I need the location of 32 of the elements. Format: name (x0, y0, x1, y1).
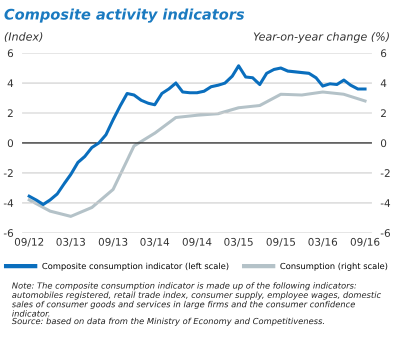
x-tick-label: 03/14 (140, 238, 170, 247)
y-tick-label: 2 (8, 109, 13, 117)
y-tick-label: 6 (8, 49, 14, 58)
legend-label: Consumption (right scale) (280, 262, 388, 271)
x-tick-label: 09/16 (350, 238, 380, 247)
y2-axis-title: Year-on-year change (%) (254, 32, 389, 43)
y-axis-title: (Index) (4, 32, 42, 42)
y-tick-label: -2 (4, 169, 13, 177)
y2-tick-label: 2 (381, 109, 386, 117)
x-tick-label: 03/16 (308, 238, 338, 247)
x-tick-label: 09/15 (266, 238, 296, 247)
y-tick-label: -6 (4, 229, 14, 237)
y2-tick-label: 0 (380, 139, 386, 148)
y2-tick-label: 6 (380, 49, 386, 58)
line-series (28, 90, 367, 218)
chart-title: Composite activity indicators (4, 8, 244, 23)
y2-tick-label: -2 (380, 169, 390, 177)
line-series (28, 64, 367, 206)
text: Note: The composite consumption indicator is made up of the following indicators: automobiles registered, retail trade index, consumer supply, employee wages, domestic sales of consumer goods and services in large firms and the consumer confidence indicator. (12, 282, 381, 317)
x-tick-label: 09/14 (182, 238, 212, 247)
y2-tick-label: -6 (380, 229, 390, 237)
legend-label: Composite consumption indicator (left scale) (42, 262, 228, 271)
x-tick-label: 03/15 (224, 238, 253, 247)
y-tick-label: 0 (8, 139, 14, 148)
x-tick-label: 09/12 (14, 238, 44, 247)
x-tick-label: 09/13 (98, 238, 128, 247)
y2-tick-label: 4 (380, 79, 386, 87)
source-note: Source: based on data from the Ministry of Economy and Competitiveness. (12, 318, 324, 326)
y-tick-label: 4 (8, 79, 14, 87)
y2-tick-label: -4 (380, 199, 390, 207)
y-tick-label: -4 (4, 199, 14, 207)
x-tick-label: 03/13 (56, 238, 85, 247)
